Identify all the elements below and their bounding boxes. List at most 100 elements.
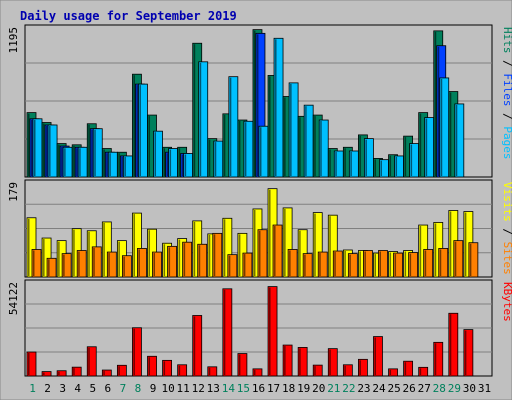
bar-kbytes — [342, 364, 353, 377]
bar-visits — [312, 212, 323, 278]
bar-shade — [123, 256, 125, 276]
bar-shade — [380, 160, 382, 176]
x-tick-label: 1 — [29, 382, 36, 395]
bar-pages — [107, 151, 118, 178]
bar-shade — [79, 148, 81, 176]
bar-shade — [193, 221, 196, 276]
bar-body — [423, 249, 434, 278]
bar-shade — [319, 253, 321, 276]
bar-body — [454, 103, 465, 178]
bar-shade — [223, 219, 226, 276]
bar-pages — [47, 124, 58, 178]
series-labels: Hits / Files / Pages — [501, 27, 512, 160]
bar-sites — [182, 241, 193, 278]
bar-shade — [199, 62, 202, 176]
bar-shade — [43, 239, 45, 276]
bar-kbytes — [358, 358, 368, 377]
bar-shade — [394, 254, 397, 276]
bar-shade — [275, 39, 277, 177]
bar-body — [137, 248, 147, 278]
bar-shade — [28, 353, 30, 375]
bar-visits — [26, 217, 37, 278]
bar-shade — [329, 149, 331, 176]
legend-kbytes: KBytes — [501, 282, 512, 322]
legend-visits: Visits — [501, 182, 512, 222]
bar-sites — [347, 253, 358, 278]
bar-sites — [76, 250, 87, 278]
x-tick-label: 16 — [252, 382, 265, 395]
bar-pages — [348, 150, 359, 178]
bar-body — [393, 252, 403, 278]
bar-body — [468, 242, 479, 278]
bar-shade — [290, 83, 292, 176]
bar-shade — [379, 251, 381, 276]
bar-shade — [58, 241, 60, 276]
bar-shade — [133, 75, 135, 176]
x-tick-label: 28 — [433, 382, 446, 395]
bar-shade — [169, 149, 172, 176]
bar-body — [438, 248, 449, 278]
legend-files: Files — [501, 73, 512, 106]
bar-sites — [152, 251, 162, 278]
bar-shade — [106, 153, 108, 176]
bar-pages — [439, 77, 450, 178]
bar-kbytes — [86, 346, 97, 377]
x-tick-label: 24 — [372, 382, 386, 395]
bar-shade — [344, 148, 346, 176]
bar-body — [26, 217, 37, 278]
bar-shade — [153, 253, 156, 276]
bar-shade — [455, 104, 458, 176]
bar-kbytes — [448, 312, 459, 377]
bar-shade — [299, 230, 301, 276]
x-tick-label: 19 — [297, 382, 310, 395]
chart-title: Daily usage for September 2019 — [20, 9, 237, 23]
bar-shade — [88, 347, 90, 375]
bar-shade — [359, 135, 361, 176]
bar-visits — [222, 217, 233, 278]
bar-pages — [288, 82, 299, 178]
bar-kbytes — [26, 351, 37, 377]
bar-shade — [440, 78, 443, 176]
y-max-label: 179 — [7, 182, 20, 202]
bar-body — [46, 257, 57, 278]
bar-shade — [314, 366, 316, 375]
x-tick-label: 5 — [89, 382, 96, 395]
bar-shade — [121, 156, 123, 176]
bar-shade — [253, 30, 256, 176]
bar-shade — [389, 155, 392, 176]
bar-shade — [454, 241, 457, 276]
bar-kbytes — [237, 353, 248, 377]
bar-sites — [31, 249, 42, 278]
bar-pages — [379, 159, 389, 178]
legend-pages: Pages — [501, 126, 512, 159]
bar-body — [312, 212, 323, 278]
bar-pages — [303, 104, 314, 178]
bar-shade — [148, 116, 151, 176]
bar-shade — [103, 149, 105, 176]
bar-kbytes — [162, 359, 172, 377]
bar-body — [121, 255, 132, 278]
bar-shade — [108, 253, 110, 276]
bar-shade — [419, 368, 422, 375]
bar-sites — [438, 248, 449, 278]
bar-kbytes — [116, 364, 127, 377]
x-tick-label: 25 — [387, 382, 400, 395]
bar-sites — [137, 248, 147, 278]
bar-shade — [314, 116, 316, 176]
x-tick-label: 13 — [207, 382, 220, 395]
bar-shade — [274, 226, 276, 276]
bar-shade — [374, 254, 376, 276]
bar-body — [257, 229, 268, 278]
bar-shade — [449, 92, 452, 176]
bar-pages — [32, 118, 43, 178]
x-tick-label: 15 — [237, 382, 250, 395]
bar-pages — [333, 150, 344, 178]
bar-body — [302, 253, 313, 278]
bar-pages — [138, 83, 148, 178]
bar-body — [56, 370, 67, 377]
bar-kbytes — [312, 364, 323, 377]
bar-sites — [468, 242, 479, 278]
bar-shade — [184, 154, 187, 176]
bar-shade — [464, 212, 467, 276]
bar-visits — [132, 212, 142, 278]
